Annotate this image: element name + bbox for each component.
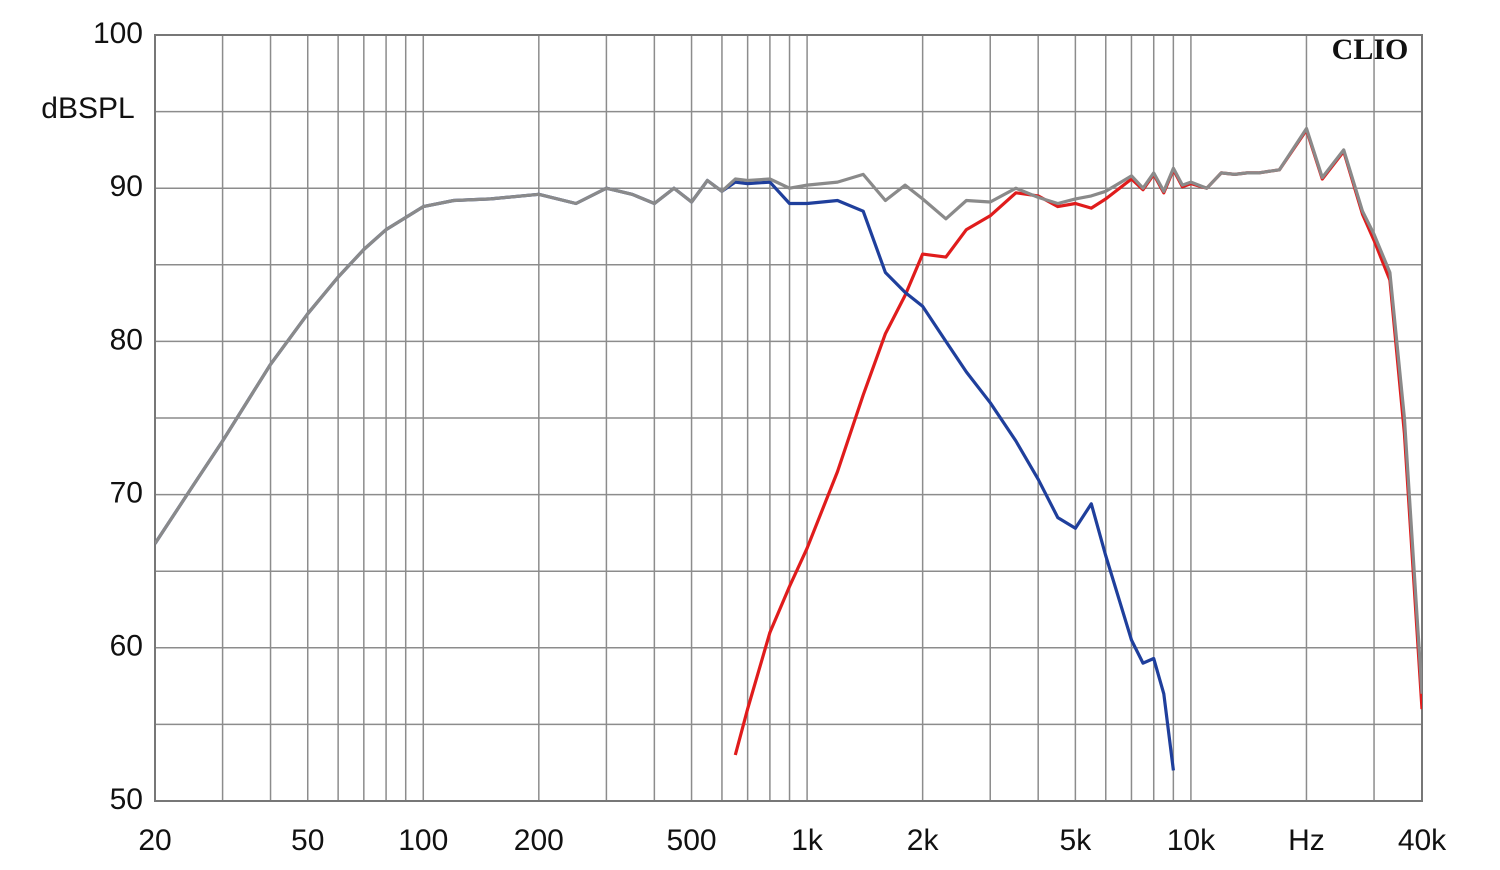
x-tick-label: Hz (1288, 824, 1325, 857)
x-tick-label: 2k (907, 824, 940, 857)
series-line (155, 126, 1422, 694)
series-line (733, 128, 1422, 756)
y-tick-label: 100 (93, 17, 143, 50)
series-line (155, 181, 1247, 771)
y-tick-label: 60 (110, 630, 143, 663)
x-tick-label: 50 (291, 824, 324, 857)
x-tick-label: 100 (398, 824, 448, 857)
x-tick-label: 500 (667, 824, 717, 857)
x-tick-label: 40k (1398, 824, 1447, 857)
y-axis-label: dBSPL (41, 92, 134, 125)
x-tick-label: 1k (791, 824, 824, 857)
y-tick-label: 50 (110, 783, 143, 816)
x-tick-label: 200 (514, 824, 564, 857)
x-tick-label: 5k (1060, 824, 1093, 857)
plot-frame (154, 34, 1423, 802)
y-tick-label: 80 (110, 323, 143, 356)
annotation: CLIO (1332, 33, 1409, 66)
x-tick-label: 20 (138, 824, 171, 857)
y-tick-label: 70 (110, 477, 143, 510)
y-tick-label: 90 (110, 170, 143, 203)
x-tick-label: 10k (1167, 824, 1216, 857)
